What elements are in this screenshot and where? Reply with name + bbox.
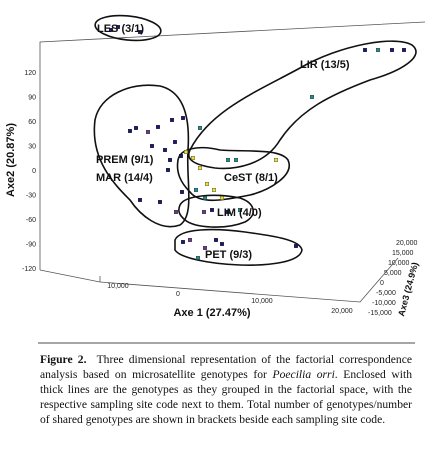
point <box>116 25 120 29</box>
point <box>163 148 167 152</box>
point <box>188 238 192 242</box>
point <box>138 30 142 34</box>
caption-text: . Enclosed with thick lines are the geno… <box>40 368 412 426</box>
z-tick-label: 5,000 <box>384 270 402 277</box>
point <box>234 158 238 162</box>
y-axis-label: Axe2 (20.87%) <box>5 123 17 197</box>
z-tick-label: 10,000 <box>388 260 410 267</box>
point <box>274 158 278 162</box>
y-tick-label: -90 <box>26 242 36 249</box>
x-tick-label: 10,000 <box>251 298 273 305</box>
point <box>376 48 380 52</box>
point <box>128 129 132 133</box>
point <box>203 196 207 200</box>
z-tick-label: -10,000 <box>372 300 396 307</box>
y-tick-label: -60 <box>26 217 36 224</box>
point <box>220 242 224 246</box>
point <box>402 48 406 52</box>
y-tick-label: 90 <box>28 95 36 102</box>
point <box>198 166 202 170</box>
point <box>166 168 170 172</box>
enclosures <box>93 14 417 266</box>
point <box>180 190 184 194</box>
point <box>202 210 206 214</box>
enclosure-lir <box>188 40 417 170</box>
species: Poecilia orri <box>272 368 335 381</box>
point <box>181 240 185 244</box>
group-label: LIM (4/0) <box>217 207 262 219</box>
point <box>238 208 242 212</box>
point <box>203 246 207 250</box>
frame <box>39 21 426 303</box>
z-tick-label: -5,000 <box>376 290 396 297</box>
y-tick-label: 30 <box>28 144 36 151</box>
point <box>212 188 216 192</box>
point <box>158 200 162 204</box>
group-label: LES (3/1) <box>97 23 144 35</box>
enclosure-lim <box>178 194 254 228</box>
point <box>168 158 172 162</box>
point <box>220 196 224 200</box>
enclosure-cest <box>176 146 290 202</box>
x-tick-label: 0 <box>176 291 180 298</box>
point <box>184 150 188 154</box>
back-frame <box>39 21 426 270</box>
point <box>226 158 230 162</box>
point <box>194 188 198 192</box>
group-label: PREM (9/1) <box>96 154 154 166</box>
points <box>109 25 406 260</box>
point <box>138 198 142 202</box>
point <box>181 116 185 120</box>
figure: LES (3/1) LIR (13/5) PREM (9/1) MAR (14/… <box>5 14 426 344</box>
group-label: PET (9/3) <box>205 249 252 261</box>
group-label: LIR (13/5) <box>300 59 350 71</box>
point <box>179 154 183 158</box>
point <box>310 95 314 99</box>
point <box>390 48 394 52</box>
caption-text: Three dimensional representation of the … <box>40 353 413 381</box>
group-label: MAR (14/4) <box>96 172 153 184</box>
y-tick-label: 0 <box>32 168 36 175</box>
y-tick-label: -120 <box>22 266 36 273</box>
point <box>170 118 174 122</box>
point <box>196 256 200 260</box>
point <box>150 144 154 148</box>
point <box>205 182 209 186</box>
z-tick-label: 15,000 <box>392 250 414 257</box>
point <box>156 125 160 129</box>
group-label: CeST (8/1) <box>224 172 278 184</box>
point <box>226 210 230 214</box>
ticks: 120 90 60 30 0 -30 -60 -90 -120 10,000 0 10,000 20,0… <box>22 70 418 317</box>
enclosure-les <box>94 14 162 42</box>
point <box>109 28 113 32</box>
y-tick-label: -30 <box>26 193 36 200</box>
x-tick-label: 10,000 <box>107 283 129 290</box>
point <box>294 244 298 248</box>
point <box>214 238 218 242</box>
point <box>146 130 150 134</box>
point <box>363 48 367 52</box>
y-tick-label: 120 <box>24 70 36 77</box>
z-tick-label: -15,000 <box>368 310 392 317</box>
point <box>173 140 177 144</box>
y-tick-label: 60 <box>28 119 36 126</box>
point <box>191 156 195 160</box>
floor-frame <box>39 257 399 303</box>
z-tick-label: 0 <box>380 280 384 287</box>
point <box>174 210 178 214</box>
caption: Figure 2. Three dimensional representati… <box>40 352 412 427</box>
x-tick-label: 20,000 <box>331 308 353 315</box>
enclosure-pet <box>174 228 303 266</box>
caption-label: Figure 2. <box>40 353 87 366</box>
point <box>210 208 214 212</box>
point <box>134 126 138 130</box>
point <box>198 126 202 130</box>
x-axis-label: Axe 1 (27.47%) <box>173 307 250 319</box>
z-tick-label: 20,000 <box>396 240 418 247</box>
